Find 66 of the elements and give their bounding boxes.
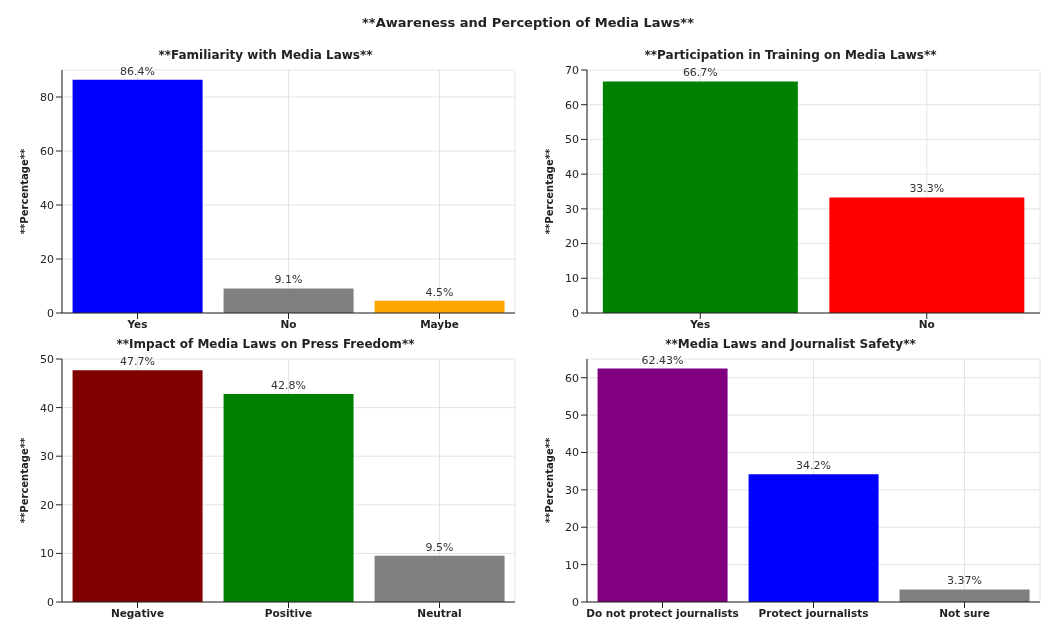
bar [748,474,879,602]
x-tick-label: Protect journalists [758,607,869,620]
data-label: 66.7% [682,66,718,80]
y-tick-label: 20 [40,498,54,512]
bar [374,555,505,602]
chart-title: **Impact of Media Laws on Press Freedom** [115,337,416,351]
y-tick-label: 10 [40,547,54,561]
x-tick-label: Negative [110,607,165,620]
y-axis-title: **Percentage** [543,148,555,235]
y-tick-label: 30 [40,450,54,464]
data-label: 86.4% [120,64,156,78]
data-label: 9.5% [425,540,454,554]
bar [223,393,354,602]
bar [597,368,728,602]
y-tick-label: 10 [565,558,579,572]
bar [72,79,203,313]
y-tick-label: 40 [565,446,579,460]
y-tick-label: 50 [40,352,54,366]
y-tick-label: 40 [40,401,54,415]
y-axis-title: **Percentage** [18,148,30,235]
data-label: 4.5% [425,285,454,299]
bar [223,288,354,313]
chart-title: **Media Laws and Journalist Safety** [664,337,917,351]
text: **Awareness and Perception of Media Laws** [361,14,695,32]
y-tick-label: 20 [565,521,579,535]
x-tick-label: Yes [126,318,148,331]
y-tick-label: 50 [565,133,579,147]
x-tick-label: Do not protect journalists [586,607,739,620]
data-label: 62.43% [641,353,684,367]
x-tick-label: No [280,318,297,331]
data-label: 33.3% [909,182,945,196]
data-label: 9.1% [274,273,303,287]
x-tick-label: Maybe [420,318,459,331]
chart-title: **Participation in Training on Media Laws** [643,48,938,62]
x-tick-label: No [918,318,935,331]
x-tick-label: Neutral [417,607,462,620]
x-tick-label: Positive [264,607,313,620]
y-tick-label: 60 [565,98,579,112]
y-tick-label: 40 [565,168,579,182]
bar [899,589,1030,602]
data-label: 42.8% [271,378,307,392]
y-tick-label: 60 [565,371,579,385]
data-label: 47.7% [120,355,156,369]
y-axis-title: **Percentage** [18,437,30,524]
y-axis-title: **Percentage** [543,437,555,524]
bar [72,370,203,602]
y-tick-label: 40 [40,198,54,212]
y-tick-label: 80 [40,90,54,104]
data-label: 34.2% [796,459,832,473]
x-tick-label: Yes [689,318,711,331]
y-tick-label: 20 [40,252,54,266]
y-tick-label: 0 [572,595,579,609]
x-tick-label: Not sure [939,607,990,620]
y-tick-label: 0 [47,595,54,609]
bar [374,300,505,313]
y-tick-label: 50 [565,408,579,422]
data-label: 3.37% [947,574,983,588]
y-tick-label: 10 [565,272,579,286]
y-tick-label: 0 [572,306,579,320]
chart-title: **Familiarity with Media Laws** [157,48,374,62]
y-tick-label: 0 [47,306,54,320]
y-tick-label: 30 [565,483,579,497]
y-tick-label: 20 [565,237,579,251]
y-tick-label: 60 [40,144,54,158]
y-tick-label: 70 [565,63,579,77]
y-tick-label: 30 [565,202,579,216]
